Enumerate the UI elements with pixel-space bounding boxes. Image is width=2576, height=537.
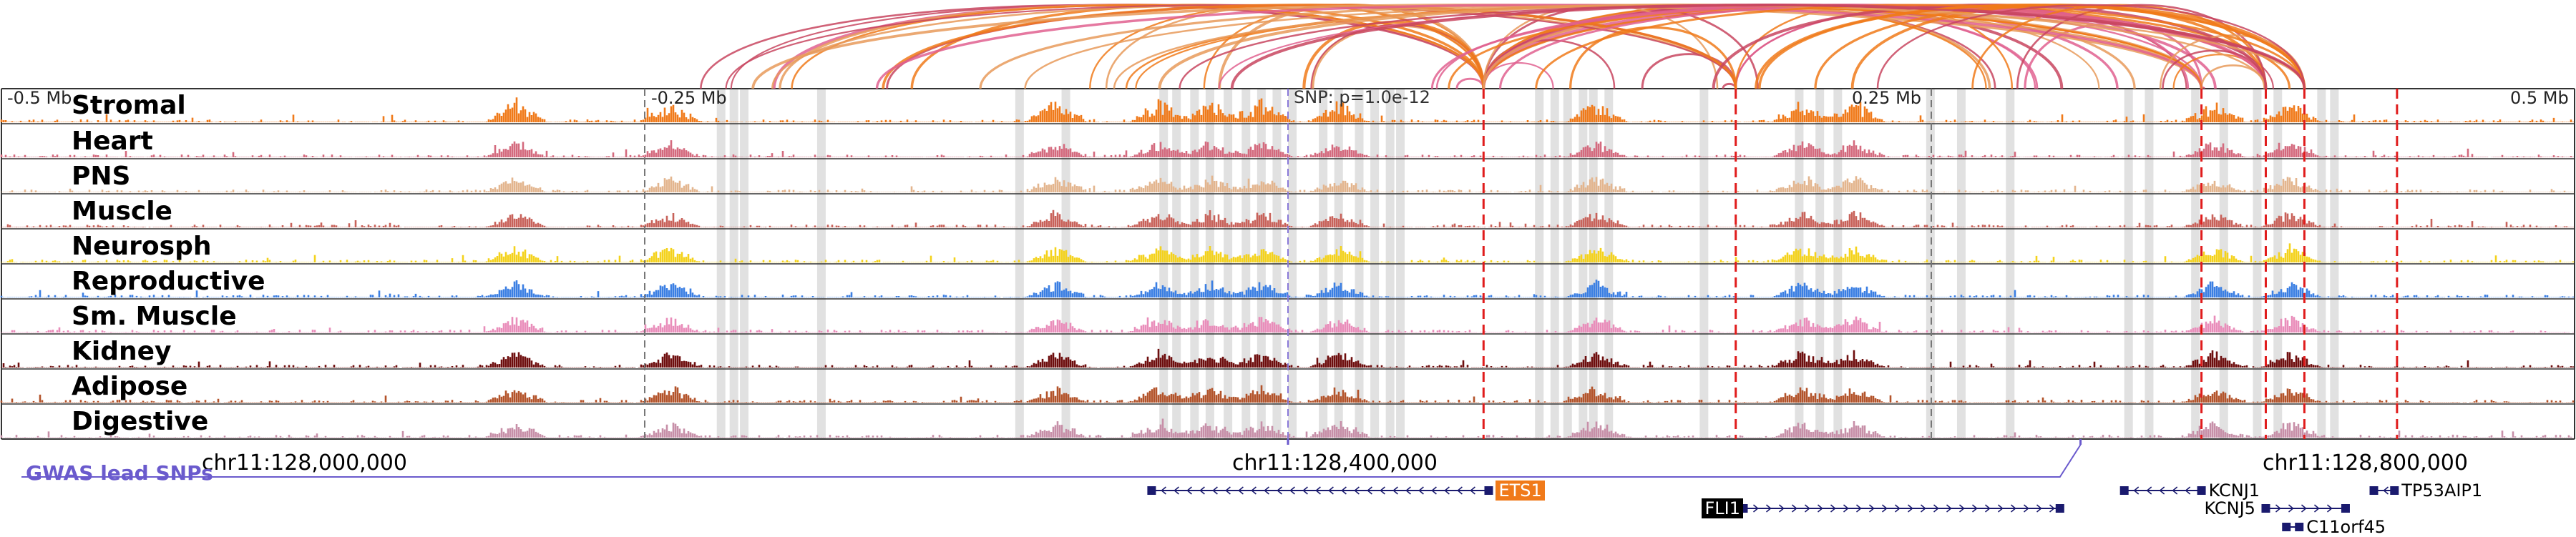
gene-exon-start-kcnj5 xyxy=(2261,504,2270,513)
ruler-label-1: -0.5 Mb xyxy=(7,88,72,108)
gene-exon-start-c11orf45 xyxy=(2282,523,2291,531)
signal-stromal xyxy=(0,97,2575,122)
loop-arc-59 xyxy=(2162,49,2267,89)
gene-label-ets1: ETS1 xyxy=(1496,481,1545,501)
gene-label-kcnj5: KCNJ5 xyxy=(2204,498,2255,518)
coordinate-label-2: chr11:128,400,000 xyxy=(1232,450,1438,476)
snp-pvalue-label: SNP: p=1.0e-12 xyxy=(1294,87,1430,107)
gwas-connector-line xyxy=(21,444,2082,478)
gene-exon-end-c11orf45 xyxy=(2295,523,2304,531)
coordinate-label-3: chr11:128,800,000 xyxy=(2263,450,2468,476)
loop-arc-12 xyxy=(1455,77,1485,89)
ruler-label-3: 0.25 Mb xyxy=(1852,88,1922,108)
track-label-muscle: Muscle xyxy=(72,197,172,226)
signal-pns xyxy=(0,175,2575,192)
gene-strand-arrows-ets1 xyxy=(1161,486,1475,495)
signal-neurosph xyxy=(0,243,2575,262)
signal-adipose xyxy=(0,385,2575,403)
gwas-lead-snps-label: GWAS lead SNPs xyxy=(26,461,213,485)
gene-strand-arrows-tp53aip1 xyxy=(2383,486,2389,495)
gene-exon-end-ets1 xyxy=(1484,486,1493,495)
gene-label-kcnj1: KCNJ1 xyxy=(2208,481,2260,501)
track-label-sm-muscle: Sm. Muscle xyxy=(72,302,237,331)
gene-exon-start-tp53aip1 xyxy=(2369,486,2379,495)
gene-strand-arrows-fli1 xyxy=(1752,504,2055,513)
coordinate-label-1: chr11:128,000,000 xyxy=(202,450,407,476)
track-label-pns: PNS xyxy=(72,162,131,191)
gene-label-c11orf45: C11orf45 xyxy=(2306,517,2386,537)
loop-arc-39 xyxy=(882,4,1737,89)
loop-arc-65 xyxy=(1535,4,2306,89)
track-label-reproductive: Reproductive xyxy=(72,267,265,296)
signal-muscle xyxy=(0,210,2575,227)
track-label-adipose: Adipose xyxy=(72,372,188,401)
ruler-label-4: 0.5 Mb xyxy=(2510,88,2569,108)
track-label-digestive: Digestive xyxy=(72,407,209,436)
loop-arc-68 xyxy=(1758,4,2306,89)
gene-strand-arrows-kcnj1 xyxy=(2133,486,2191,495)
loop-arc-49 xyxy=(875,4,2203,89)
gene-exon-end-fli1 xyxy=(2055,504,2064,513)
loop-arc-60 xyxy=(2016,4,2267,89)
gene-exon-end-kcnj5 xyxy=(2341,504,2350,513)
track-label-neurosph: Neurosph xyxy=(72,232,212,261)
track-label-stromal: Stromal xyxy=(72,91,186,120)
loop-arc-69 xyxy=(1179,4,2306,89)
track-label-kidney: Kidney xyxy=(72,337,172,366)
signal-heart xyxy=(0,140,2575,157)
loop-arc-33 xyxy=(1641,53,1737,89)
signal-kidney xyxy=(0,348,2575,368)
signal-sm-muscle xyxy=(0,315,2575,332)
gene-exon-start-kcnj1 xyxy=(2119,486,2129,495)
gene-exon-start-ets1 xyxy=(1147,486,1156,495)
gene-label-tp53aip1: TP53AIP1 xyxy=(2401,481,2483,501)
loop-arc-70 xyxy=(1876,4,2306,89)
ruler-label-2: -0.25 Mb xyxy=(651,88,727,108)
gene-exon-end-kcnj1 xyxy=(2197,486,2206,495)
signal-digestive xyxy=(0,418,2575,438)
track-label-heart: Heart xyxy=(72,127,153,156)
gene-exon-end-tp53aip1 xyxy=(2390,486,2399,495)
gene-label-fli1: FLI1 xyxy=(1702,498,1744,518)
gene-strand-arrows-kcnj5 xyxy=(2275,504,2333,513)
signal-reproductive xyxy=(0,280,2575,297)
